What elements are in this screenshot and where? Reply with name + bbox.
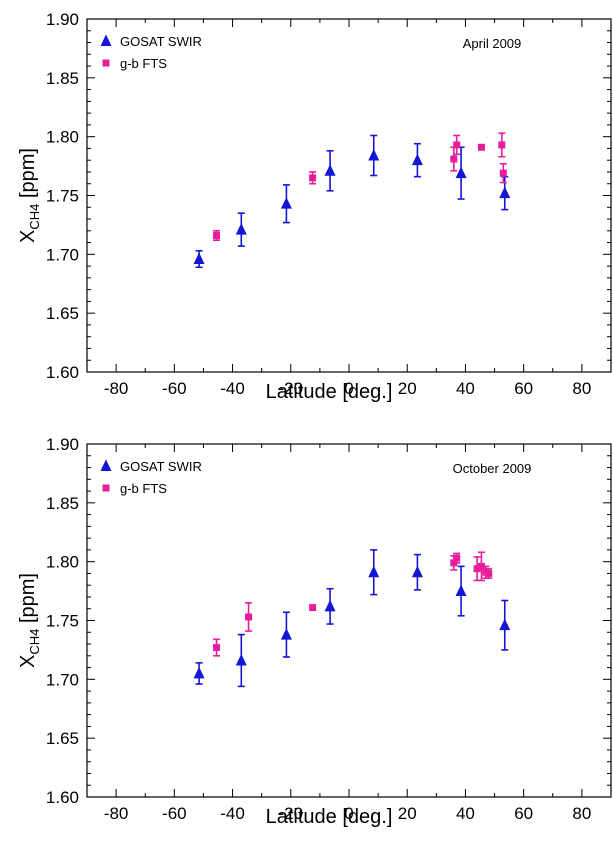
chart-october-2009: -80 -60 -40 -20 0 20 40 60 80 1.60 1.65 1.70 1.75 1.8…: [17, 435, 612, 828]
data-point-triangle: [411, 565, 423, 578]
data-point-square: [453, 554, 461, 562]
y-tick-label: 1.80: [46, 553, 79, 572]
chart-panel-october: -80 -60 -40 -20 0 20 40 60 80 1.60 1.65 1.70 1.75 1.8…: [0, 425, 613, 849]
data-point-square: [213, 232, 221, 240]
y-tick-label: 1.80: [46, 128, 79, 147]
legend-label: g-b FTS: [120, 56, 167, 71]
data-point-square: [499, 169, 507, 177]
y-axis-label-sub: CH4: [27, 204, 42, 230]
y-tick-label: 1.75: [46, 187, 79, 206]
data-point-triangle: [280, 197, 292, 209]
y-axis-label-main: X: [17, 655, 39, 668]
data-point-triangle: [235, 223, 247, 235]
data-point-triangle: [235, 653, 247, 666]
y-tick-label: 1.70: [46, 245, 79, 264]
data-point-triangle: [455, 166, 467, 179]
data-point-square: [213, 644, 221, 652]
data-point-triangle: [324, 599, 336, 612]
x-tick-label: 60: [514, 804, 533, 823]
x-tick-label: 0: [344, 804, 353, 823]
x-axis-label: Latitude [deg.]: [266, 806, 393, 828]
data-point-triangle: [411, 153, 423, 166]
x-tick-label: -40: [220, 804, 245, 823]
data-point-square: [309, 604, 317, 612]
legend-label: GOSAT SWIR: [120, 459, 202, 474]
x-tick-label: 80: [572, 804, 591, 823]
data-point-square: [473, 565, 481, 573]
data-point-triangle: [368, 148, 380, 161]
plot-frame: [86, 18, 612, 373]
y-axis-label: XCH4 [ppm]: [17, 573, 42, 668]
x-tick-label: -20: [278, 804, 303, 823]
data-point-triangle: [368, 565, 380, 578]
data-point-square: [450, 155, 458, 163]
x-tick-label: -80: [104, 379, 129, 398]
data-point-square: [498, 141, 506, 149]
x-tick-label: 20: [398, 804, 417, 823]
y-tick-label: 1.65: [46, 304, 79, 323]
x-tick-label: 80: [572, 379, 591, 398]
data-point-square: [453, 141, 461, 149]
data-point-square: [245, 613, 253, 621]
y-axis-label-unit: [ppm]: [17, 148, 39, 204]
y-tick-label: 1.85: [46, 69, 79, 88]
data-point-triangle: [499, 186, 511, 199]
legend-marker-square: [102, 484, 110, 492]
x-tick-label: 40: [456, 379, 475, 398]
data-point-triangle: [324, 164, 336, 176]
data-point-square: [477, 562, 485, 570]
x-tick-label: -60: [162, 379, 187, 398]
y-tick-label: 1.70: [46, 670, 79, 689]
x-tick-label: -40: [220, 379, 245, 398]
data-point-square: [477, 143, 485, 151]
y-axis-label-unit: [ppm]: [17, 573, 39, 629]
data-point-triangle: [193, 252, 205, 264]
y-tick-label: 1.75: [46, 612, 79, 631]
legend-marker-triangle: [100, 459, 112, 471]
y-axis-label-main: X: [17, 230, 39, 243]
y-axis-label-sub: CH4: [27, 629, 42, 655]
x-axis-label: Latitude [deg.]: [266, 381, 393, 403]
data-point-triangle: [499, 618, 511, 631]
data-point-triangle: [193, 666, 205, 679]
x-tick-label: 60: [514, 379, 533, 398]
y-tick-label: 1.85: [46, 494, 79, 513]
chart-panel-april: -80 -60 -40 -20 0 20 40 60 80 1.60 1.65 1.70 1.75 1.8…: [0, 0, 613, 424]
x-tick-label: 20: [398, 379, 417, 398]
y-axis-label: XCH4 [ppm]: [17, 148, 42, 243]
legend-marker-square: [102, 59, 110, 67]
x-tick-label: -20: [278, 379, 303, 398]
data-point-square: [309, 174, 317, 182]
y-tick-label: 1.60: [46, 363, 79, 382]
data-point-square: [485, 569, 493, 577]
chart-april-2009: -80 -60 -40 -20 0 20 40 60 80 1.60 1.65 1.70 1.75 1.8…: [17, 10, 612, 403]
y-tick-label: 1.90: [46, 435, 79, 454]
chart-annotation: October 2009: [453, 461, 532, 476]
plot-frame: [86, 443, 612, 798]
data-point-triangle: [455, 584, 467, 597]
x-tick-label: -60: [162, 804, 187, 823]
x-tick-label: 40: [456, 804, 475, 823]
x-tick-label: -80: [104, 804, 129, 823]
legend-marker-triangle: [100, 34, 112, 46]
x-tick-label: 0: [344, 379, 353, 398]
chart-annotation: April 2009: [463, 36, 522, 51]
y-tick-label: 1.60: [46, 788, 79, 807]
legend-label: GOSAT SWIR: [120, 34, 202, 49]
data-point-triangle: [280, 628, 292, 640]
y-tick-label: 1.90: [46, 10, 79, 29]
legend-label: g-b FTS: [120, 481, 167, 496]
y-tick-label: 1.65: [46, 729, 79, 748]
